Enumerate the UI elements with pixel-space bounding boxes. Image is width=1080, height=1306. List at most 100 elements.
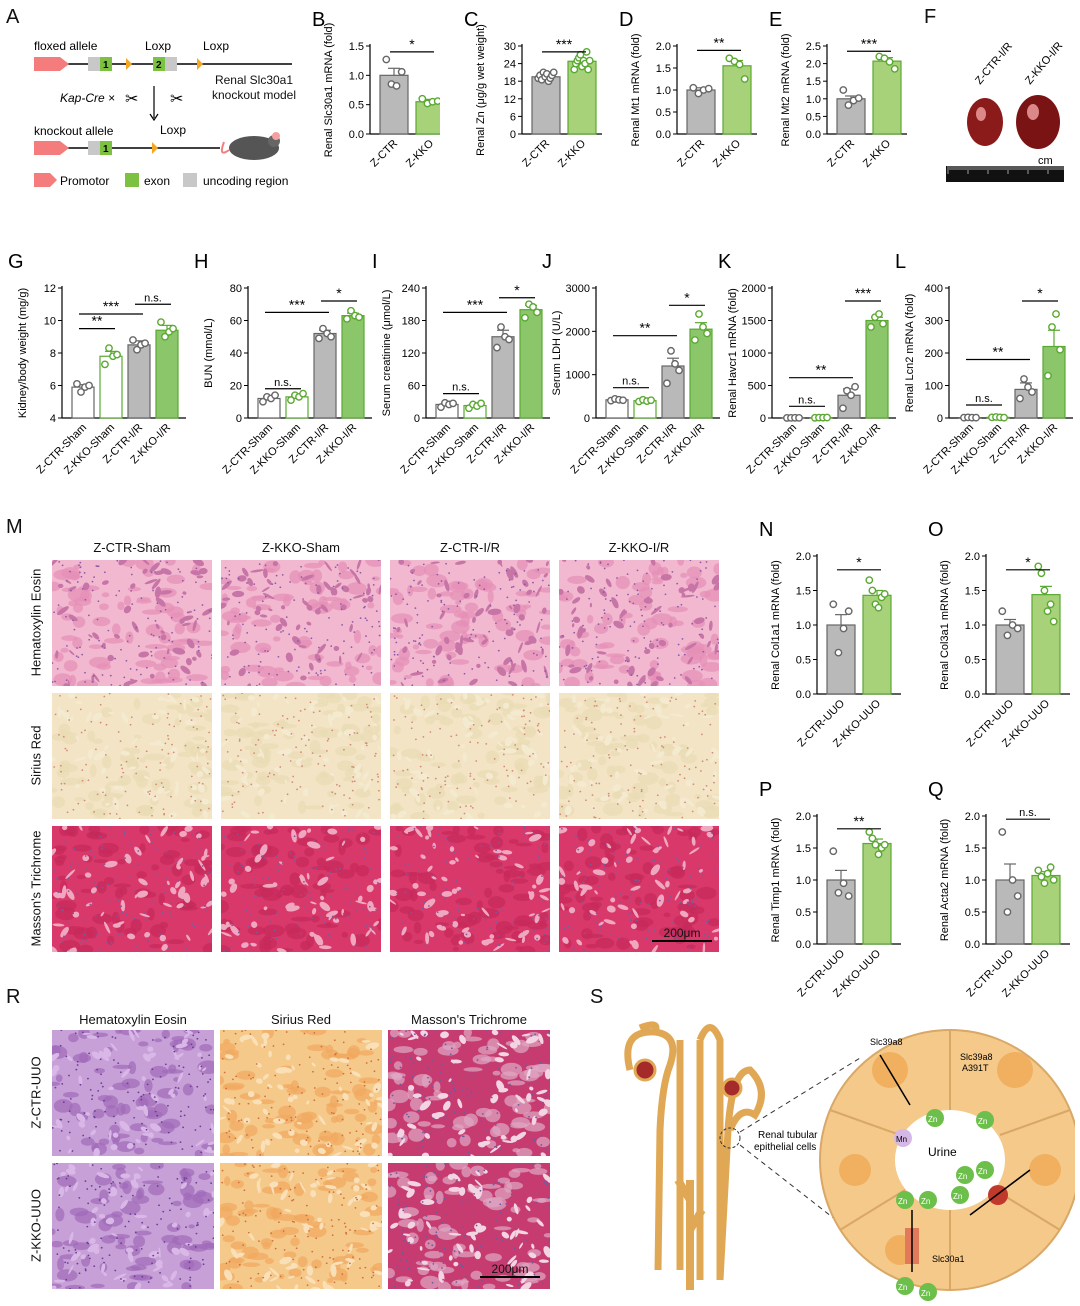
data-point (493, 343, 501, 352)
data-point (865, 576, 874, 585)
y-tick-label: 2.0 (806, 59, 821, 71)
data-point (795, 413, 803, 422)
y-tick-label: 200 (925, 348, 943, 360)
data-point (347, 306, 355, 315)
legend-exon: exon (144, 174, 170, 188)
data-point (867, 323, 875, 331)
histology-image (390, 560, 550, 686)
data-point (157, 318, 165, 327)
data-point (851, 382, 859, 391)
knockout-model-label: Renal Slc30a1 knockout model (211, 73, 297, 102)
histology-image (52, 1163, 214, 1289)
renal-tubule-schematic: Renal tubular epithelial cells Urine Slc… (624, 1021, 1075, 1301)
bar-3 (865, 319, 889, 419)
data-point (1056, 345, 1064, 354)
bar-3 (1042, 345, 1066, 419)
data-point (382, 55, 391, 64)
data-point (1024, 383, 1032, 392)
data-point (675, 366, 683, 375)
data-point (839, 404, 847, 413)
y-tick-label: 1.5 (656, 63, 671, 75)
y-tick-label: 120 (402, 348, 420, 360)
data-point (1034, 866, 1043, 875)
data-point (691, 336, 699, 344)
loxp-label-1: Loxp (145, 39, 171, 53)
data-point (105, 344, 113, 353)
y-axis-label: Serum creatinine (μmol/L) (381, 290, 393, 417)
y-tick-label: 0.0 (796, 689, 811, 701)
significance-label: *** (861, 35, 878, 51)
y-tick-label: 1.0 (796, 620, 811, 632)
y-tick-label: 6 (50, 381, 56, 393)
data-point (1003, 631, 1012, 640)
y-tick-label: 40 (230, 348, 242, 360)
histology-image (388, 1163, 550, 1289)
significance-label: ** (92, 313, 103, 329)
panel-label-a: A (6, 6, 20, 28)
data-point (874, 850, 883, 859)
epithelial-label: epithelial cells (754, 1142, 816, 1153)
y-tick-label: 2.0 (965, 811, 980, 823)
y-tick-label: 10 (44, 316, 56, 328)
y-tick-label: 1500 (742, 316, 766, 328)
y-tick-label: 1000 (566, 370, 590, 382)
panel-label-i: I (372, 251, 378, 273)
data-point (549, 68, 558, 77)
y-tick-label: 0.5 (349, 100, 364, 112)
legend-promotor: Promotor (60, 174, 109, 188)
urine-label: Urine (928, 1145, 957, 1159)
y-tick-label: 18 (504, 76, 516, 88)
chart-k: K Renal Havcr1 mRNA (fold) 0 500 1000 1500 200… (718, 251, 896, 477)
bar-1 (862, 594, 892, 695)
a391t-label: A391T (962, 1063, 989, 1073)
data-point (287, 396, 295, 405)
y-axis-label: Renal Havcr1 mRNA (fold) (727, 288, 739, 418)
y-tick-label: 0 (937, 413, 943, 425)
y-tick-label: 1.0 (965, 875, 980, 887)
y-tick-label: 0 (510, 129, 516, 141)
y-tick-label: 2.0 (796, 811, 811, 823)
column-title: Z-CTR-Sham (93, 540, 171, 555)
y-tick-label: 1.0 (806, 94, 821, 106)
data-point (695, 310, 703, 318)
histology-image (220, 1030, 382, 1156)
y-tick-label: 12 (504, 94, 516, 106)
column-title: Z-KKO-Sham (261, 540, 340, 555)
data-point (585, 56, 594, 65)
data-point (529, 303, 537, 311)
floxed-allele-label: floxed allele (34, 39, 98, 53)
y-tick-label: 400 (925, 283, 943, 295)
ruler (946, 166, 1064, 182)
data-point (839, 624, 848, 633)
ruler-unit: cm (1038, 155, 1053, 167)
significance-label: n.s. (1019, 807, 1037, 819)
data-point (319, 324, 327, 333)
kidney-photo: Z-CTR-I/R Z-KKO-I/R cm (946, 40, 1065, 182)
panel-label-m: M (6, 516, 23, 538)
histology-image (390, 826, 550, 952)
histology-image (220, 1163, 382, 1289)
data-point (647, 396, 655, 405)
y-axis-label: BUN (mmol/L) (203, 318, 215, 388)
panel-label-d: D (619, 9, 633, 31)
data-point (694, 89, 703, 98)
y-axis-label: Renal Zn (μg/g wet weight) (475, 24, 487, 156)
data-point (1037, 872, 1046, 881)
column-title: Masson's Trichrome (411, 1012, 527, 1027)
data-point (392, 81, 401, 90)
x-tick-label: Z-KKO (861, 137, 894, 170)
bar-3 (341, 315, 365, 419)
scissors-icon-1: ✂ (125, 91, 138, 108)
y-tick-label: 180 (402, 316, 420, 328)
bar-1 (1031, 874, 1061, 945)
histology-image (221, 560, 381, 686)
data-point (1046, 863, 1055, 872)
data-point (1008, 621, 1017, 629)
histology-image (559, 560, 719, 686)
histology-image (52, 1030, 214, 1156)
y-tick-label: 0.5 (796, 907, 811, 919)
data-point (271, 391, 279, 400)
